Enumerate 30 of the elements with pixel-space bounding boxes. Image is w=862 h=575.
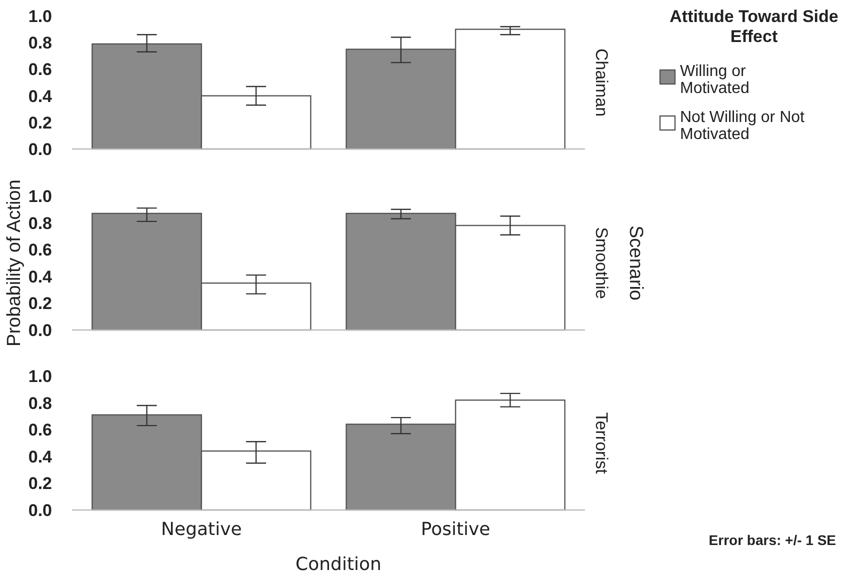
text: Error bars: +/- 1 SE <box>708 532 836 548</box>
y-tick-label: 1.0 <box>28 366 52 386</box>
y-tick-label: 1.0 <box>28 186 52 206</box>
x-tick-label: Negative <box>161 519 242 540</box>
y-tick-label: 0.2 <box>28 113 52 132</box>
y-tick-label: 0.2 <box>28 294 52 314</box>
y-tick-label: 0.0 <box>28 500 52 520</box>
x-axis-title: Condition <box>296 554 382 575</box>
y-tick-label: 0.8 <box>28 34 52 53</box>
y-tick-label: 0.6 <box>28 240 52 260</box>
y-tick-label: 0.4 <box>28 267 53 286</box>
text: Scenario <box>625 226 646 300</box>
y-tick-label: 0.0 <box>28 140 52 159</box>
legend-label: Not Willing or Not Motivated <box>680 109 806 143</box>
legend-title: Attitude Toward Side Effect <box>670 7 838 46</box>
y-tick-label: 0.8 <box>28 394 52 413</box>
y-tick-label: 0.2 <box>28 474 52 494</box>
y-tick-label: 0.6 <box>28 420 52 440</box>
y-tick-label: 0.4 <box>28 86 53 106</box>
y-tick-label: 0.8 <box>28 214 52 233</box>
y-axis-title: Probability of Action <box>4 180 25 346</box>
text: Chaiman <box>592 48 611 117</box>
x-tick-label: Positive <box>420 519 490 540</box>
text: Terrorist <box>592 412 611 474</box>
y-tick-label: 0.4 <box>28 447 53 466</box>
text: Smoothie <box>592 227 611 299</box>
legend-label: Willing or Motivated <box>680 63 750 97</box>
y-tick-label: 1.0 <box>28 6 52 26</box>
y-tick-label: 0.0 <box>28 320 52 340</box>
y-tick-label: 0.6 <box>28 60 52 80</box>
